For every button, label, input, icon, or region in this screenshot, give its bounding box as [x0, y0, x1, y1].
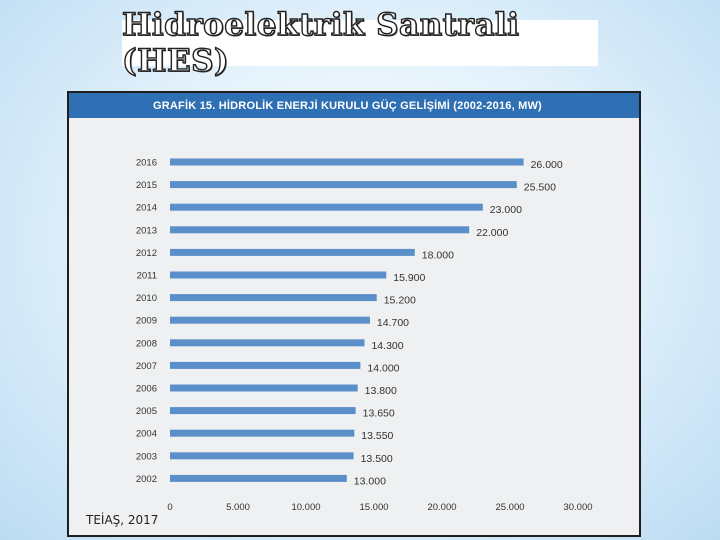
- slide-title-box: Hidroelektrik Santrali (HES): [121, 6, 598, 80]
- year-label-2013: 2013: [136, 225, 157, 236]
- x-tick-label-4: 20.000: [427, 502, 456, 513]
- value-label-2003: 13.500: [361, 453, 393, 465]
- bar-2007: [170, 361, 361, 369]
- x-tick-labels-layer: 0 5.000 10.000 15.000 20.000 25.000 30.000: [167, 502, 592, 513]
- bar-2003: [170, 452, 354, 460]
- value-label-2016: 26.000: [531, 159, 563, 171]
- year-label-2006: 2006: [136, 384, 157, 395]
- bar-2004: [170, 429, 355, 437]
- x-tick-label-5: 25.000: [495, 502, 524, 513]
- value-label-2013: 22.000: [476, 227, 508, 239]
- year-label-2011: 2011: [137, 271, 157, 282]
- bar-2006: [170, 384, 358, 392]
- value-label-2015: 25.500: [524, 182, 556, 194]
- source-note: TEİAŞ, 2017: [86, 513, 159, 527]
- year-label-2016: 2016: [136, 158, 157, 169]
- slide-title: Hidroelektrik Santrali (HES): [121, 6, 520, 79]
- x-tick-label-1: 5.000: [226, 502, 250, 513]
- value-label-2002: 13.000: [354, 475, 386, 487]
- year-label-2008: 2008: [136, 338, 157, 349]
- value-label-2008: 14.300: [371, 340, 403, 352]
- value-label-2010: 15.200: [384, 295, 416, 307]
- x-tick-label-3: 15.000: [359, 502, 388, 513]
- x-tick-label-2: 10.000: [291, 502, 320, 513]
- year-label-2015: 2015: [136, 180, 157, 191]
- x-tick-label-6: 30.000: [563, 502, 592, 513]
- bar-2008: [170, 339, 365, 347]
- year-labels-layer: 2016 2015 2014 2013 2012 2011 2010 2009 2008 2007…: [136, 158, 157, 485]
- value-label-2011: 15.900: [393, 272, 425, 284]
- value-label-2004: 13.550: [361, 430, 393, 442]
- bars-layer: [170, 158, 524, 482]
- value-label-2005: 13.650: [363, 408, 395, 420]
- year-label-2014: 2014: [136, 203, 157, 214]
- value-label-2012: 18.000: [422, 249, 454, 261]
- value-label-2006: 13.800: [365, 385, 397, 397]
- year-label-2003: 2003: [136, 451, 157, 462]
- year-label-2010: 2010: [136, 293, 157, 304]
- year-label-2002: 2002: [136, 474, 157, 485]
- bar-2010: [170, 294, 377, 302]
- value-label-2014: 23.000: [490, 204, 522, 216]
- bar-2013: [170, 226, 470, 234]
- year-label-2012: 2012: [136, 248, 157, 259]
- bar-2011: [170, 271, 387, 279]
- year-label-2004: 2004: [136, 429, 157, 440]
- bar-2002: [170, 474, 347, 482]
- year-label-2009: 2009: [136, 316, 157, 327]
- bar-2009: [170, 316, 370, 324]
- x-tick-label-0: 0: [167, 502, 172, 513]
- bar-2015: [170, 181, 517, 189]
- chart-title: GRAFİK 15. HİDROLİK ENERJİ KURULU GÜÇ GE…: [69, 93, 639, 118]
- bar-2014: [170, 203, 483, 211]
- bar-2012: [170, 248, 415, 256]
- bar-2005: [170, 407, 356, 415]
- value-label-2007: 14.000: [367, 362, 399, 374]
- year-label-2005: 2005: [136, 406, 157, 417]
- year-label-2007: 2007: [136, 361, 157, 372]
- chart-panel: GRAFİK 15. HİDROLİK ENERJİ KURULU GÜÇ GE…: [69, 93, 639, 535]
- value-label-2009: 14.700: [377, 317, 409, 329]
- bar-2016: [170, 158, 524, 166]
